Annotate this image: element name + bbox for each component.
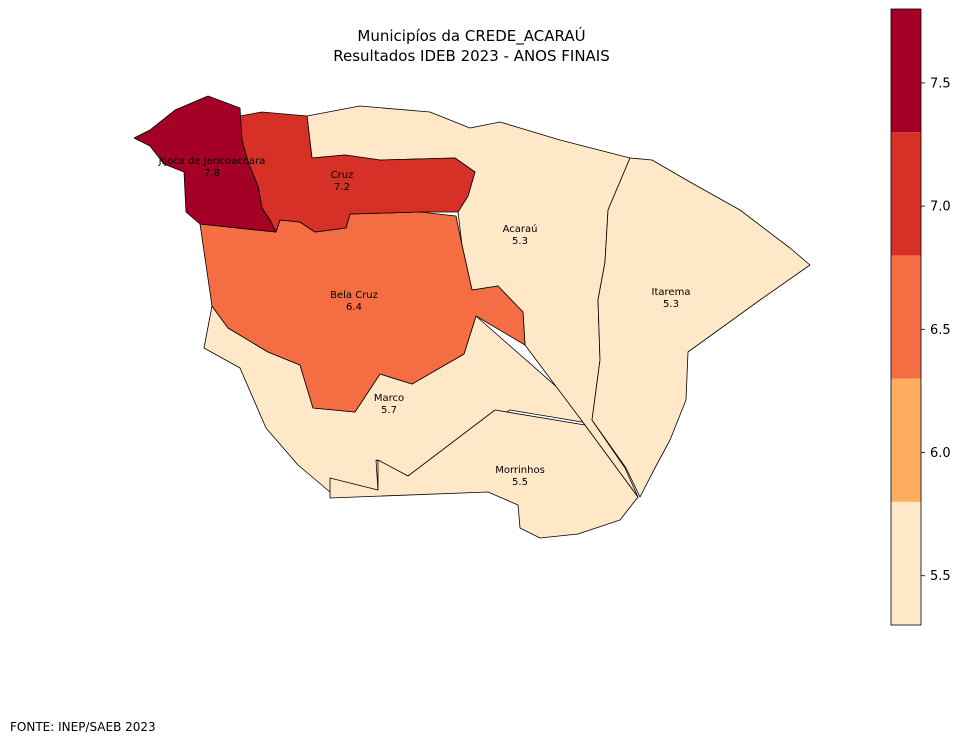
- label-marco-name: Marco: [374, 393, 404, 404]
- label-jijoca-value: 7.8: [204, 168, 220, 179]
- colorbar-bin-2: [891, 255, 921, 379]
- colorbar-tick-label-2: 6.5: [930, 323, 951, 338]
- label-cruz-value: 7.2: [334, 182, 350, 193]
- label-cruz-name: Cruz: [331, 170, 354, 181]
- label-itarema-name: Itarema: [652, 287, 691, 298]
- region-itarema: [591, 157, 811, 498]
- label-bela-cruz-name: Bela Cruz: [330, 290, 378, 301]
- label-morrinhos-value: 5.5: [512, 477, 528, 488]
- title-line-2: Resultados IDEB 2023 - ANOS FINAIS: [333, 47, 610, 65]
- colorbar-frame: [890, 8, 922, 626]
- colorbar-bin-4: [891, 9, 921, 133]
- label-itarema-value: 5.3: [663, 299, 679, 310]
- label-acarau-name: Acaraú: [503, 223, 538, 235]
- colorbar: 5.5 6.0 6.5 7.0 7.5: [890, 8, 951, 626]
- municipality-labels: Jijoca de Jericoacoara 7.8 Cruz 7.2 Bela…: [158, 156, 691, 488]
- colorbar-tick-label-0: 5.5: [930, 569, 951, 584]
- colorbar-tick-label-1: 6.0: [930, 446, 951, 461]
- title-line-1: Municipíos da CREDE_ACARAÚ: [357, 27, 586, 45]
- colorbar-tick-label-3: 7.0: [930, 200, 951, 215]
- colorbar-bin-1: [891, 378, 921, 502]
- label-morrinhos-name: Morrinhos: [495, 465, 545, 476]
- label-marco-value: 5.7: [381, 405, 397, 416]
- label-acarau-value: 5.3: [512, 236, 528, 247]
- colorbar-tick-label-4: 7.5: [930, 76, 951, 91]
- map-title: Municipíos da CREDE_ACARAÚ Resultados ID…: [0, 26, 943, 66]
- region-morrinhos: [329, 409, 639, 539]
- source-note: FONTE: INEP/SAEB 2023: [10, 720, 156, 734]
- label-bela-cruz-value: 6.4: [346, 302, 362, 313]
- label-jijoca-name: Jijoca de Jericoacoara: [158, 156, 266, 167]
- colorbar-bin-0: [891, 501, 921, 625]
- colorbar-bin-3: [891, 132, 921, 256]
- region-jijoca: [133, 95, 277, 233]
